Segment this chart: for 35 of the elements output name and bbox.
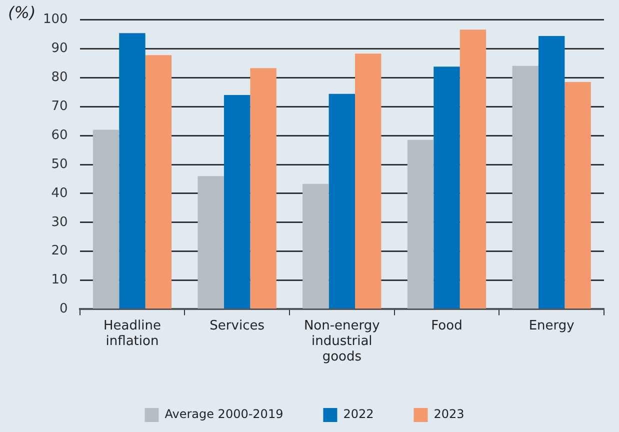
y-tick-label: 20	[51, 244, 68, 259]
y-tick-label: 0	[60, 302, 68, 317]
y-axis-title: (%)	[8, 3, 36, 22]
bar	[250, 68, 276, 308]
bar	[198, 176, 224, 308]
y-tick-label: 10	[51, 272, 68, 288]
bar	[302, 184, 329, 308]
bar	[328, 94, 356, 308]
y-tick-label: 50	[51, 156, 68, 172]
y-tick-label: 80	[51, 70, 68, 86]
bar	[92, 130, 120, 308]
y-tick-label: 30	[51, 214, 68, 230]
x-tick-label: Energy	[528, 318, 575, 334]
bar	[434, 66, 460, 308]
legend-label: Average 2000-2019	[164, 407, 284, 422]
bar	[460, 30, 486, 308]
bar	[119, 33, 146, 308]
x-tick-label: Food	[431, 318, 462, 334]
bar	[224, 95, 250, 308]
y-tick-label: 90	[51, 41, 68, 56]
bar	[407, 140, 434, 308]
y-tick-label: 60	[51, 128, 68, 143]
bar	[355, 54, 382, 308]
bar	[512, 66, 538, 308]
x-tick-label: Services	[210, 318, 265, 334]
bar	[564, 82, 591, 308]
legend-label: 2023	[434, 407, 464, 422]
bar	[538, 36, 565, 308]
bar	[145, 55, 172, 308]
y-tick-label: 100	[42, 12, 68, 28]
y-tick-label: 40	[51, 186, 68, 201]
legend-label: 2022	[343, 407, 374, 422]
x-tick-label: Headline inflation	[104, 318, 161, 349]
y-tick-label: 70	[51, 98, 68, 114]
x-tick-label: Non-energy industrial goods	[304, 318, 380, 365]
